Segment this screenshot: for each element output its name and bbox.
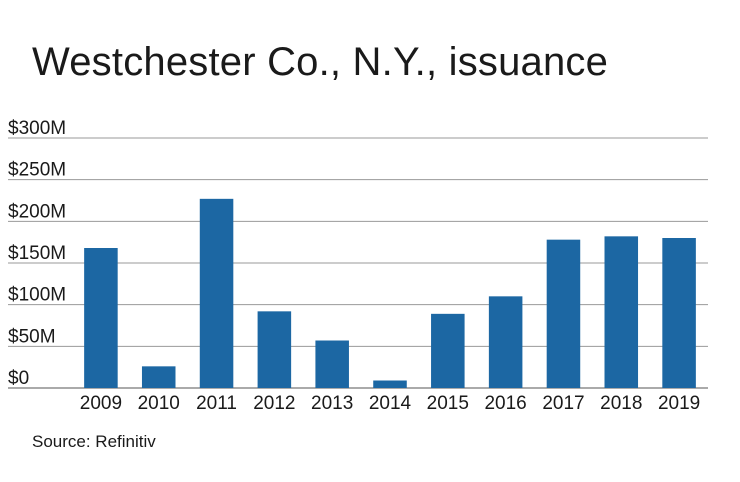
bar-2012 [257,311,292,388]
x-tick-label: 2013 [311,393,353,414]
source-note: Source: Refinitiv [32,432,156,451]
bar-2017 [546,239,581,388]
y-axis-tick-labels: $0 $50M $100M $150M $200M $250M $300M [8,118,66,389]
y-tick-label: $150M [8,243,66,264]
bar-2009 [84,248,118,388]
x-tick-label: 2009 [80,393,122,414]
bar-2016 [488,296,523,388]
x-tick-label: 2010 [138,393,180,414]
x-tick-label: 2019 [658,393,700,414]
bar-2015 [431,313,465,388]
x-tick-label: 2017 [542,393,584,414]
chart-title: Westchester Co., N.Y., issuance [32,40,609,84]
y-tick-label: $250M [8,160,66,181]
bar-2018 [604,236,639,388]
bars [84,198,696,388]
bar-2010 [141,366,176,388]
bar-2014 [373,380,407,388]
x-tick-label: 2018 [600,393,642,414]
x-tick-label: 2014 [369,393,412,414]
y-tick-label: $200M [8,201,66,222]
bar-2013 [315,340,349,388]
x-axis-tick-labels: 2009 2010 2011 2012 2013 2014 2015 2016 2017 2018… [80,393,700,414]
x-tick-label: 2011 [196,393,237,414]
x-tick-label: 2012 [253,393,295,414]
x-tick-label: 2015 [427,393,469,414]
y-tick-label: $50M [8,326,56,347]
bar-2019 [662,238,696,388]
gridlines [8,137,708,389]
y-tick-label: $300M [8,118,66,139]
bar-2011 [199,198,234,388]
y-tick-label: $0 [8,368,29,389]
y-tick-label: $100M [8,285,66,306]
x-tick-label: 2016 [484,393,526,414]
